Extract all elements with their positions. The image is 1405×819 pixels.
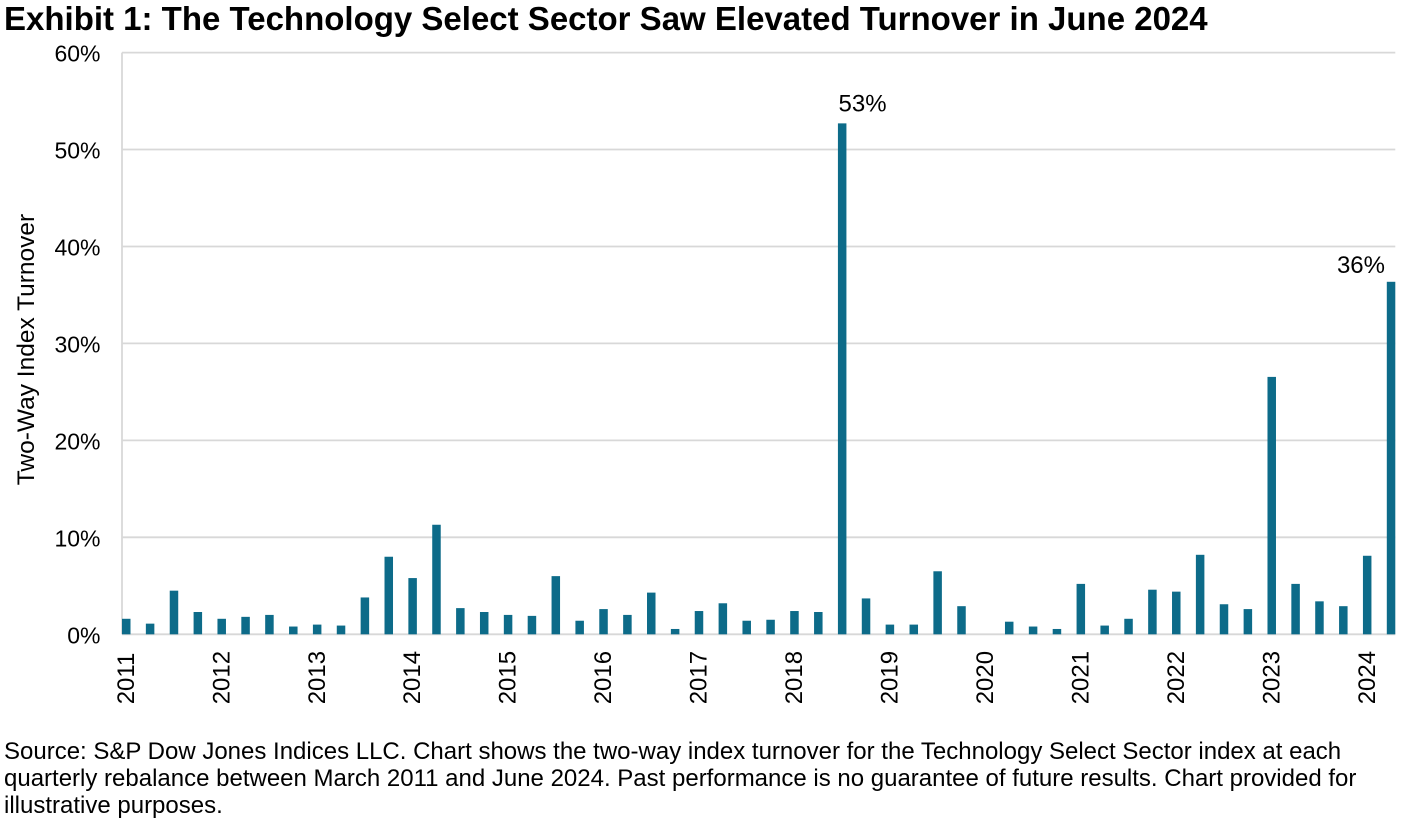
svg-text:2024: 2024: [1354, 651, 1381, 704]
svg-text:2012: 2012: [208, 651, 235, 704]
svg-text:20%: 20%: [54, 428, 100, 454]
svg-text:2019: 2019: [877, 651, 904, 704]
svg-text:2016: 2016: [590, 651, 617, 704]
svg-text:53%: 53%: [839, 91, 887, 118]
svg-text:2013: 2013: [304, 651, 331, 704]
svg-text:36%: 36%: [1337, 252, 1385, 279]
svg-text:10%: 10%: [54, 525, 100, 551]
svg-text:0%: 0%: [67, 622, 100, 648]
svg-text:2022: 2022: [1163, 651, 1190, 704]
svg-text:40%: 40%: [54, 235, 100, 261]
svg-text:2023: 2023: [1258, 651, 1285, 704]
svg-text:2017: 2017: [686, 651, 713, 704]
svg-text:2014: 2014: [399, 651, 426, 704]
svg-text:2020: 2020: [972, 651, 999, 704]
svg-text:2015: 2015: [495, 651, 522, 704]
svg-text:50%: 50%: [54, 138, 100, 164]
svg-text:30%: 30%: [54, 331, 100, 357]
svg-text:Two-Way Index Turnover: Two-Way Index Turnover: [13, 214, 40, 485]
svg-text:2011: 2011: [113, 653, 140, 705]
svg-text:2021: 2021: [1067, 651, 1094, 704]
svg-text:2018: 2018: [781, 651, 808, 704]
svg-text:60%: 60%: [54, 41, 100, 67]
